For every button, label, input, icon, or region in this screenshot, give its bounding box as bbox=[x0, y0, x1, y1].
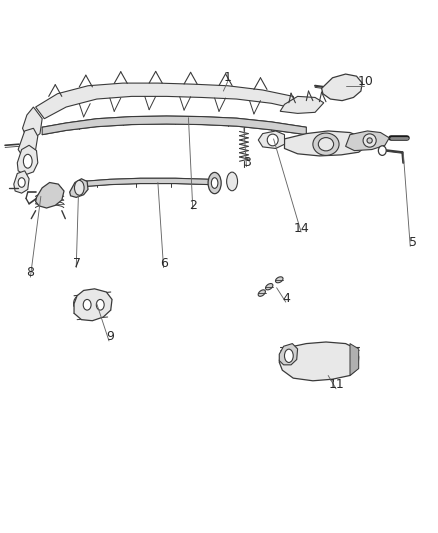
Polygon shape bbox=[35, 83, 297, 119]
Polygon shape bbox=[81, 178, 210, 187]
Ellipse shape bbox=[313, 133, 339, 156]
Ellipse shape bbox=[258, 290, 265, 296]
Polygon shape bbox=[17, 146, 38, 175]
Polygon shape bbox=[18, 128, 38, 156]
Text: 6: 6 bbox=[160, 257, 168, 270]
Ellipse shape bbox=[96, 300, 104, 310]
Ellipse shape bbox=[363, 134, 376, 147]
Ellipse shape bbox=[212, 177, 218, 188]
Polygon shape bbox=[14, 171, 29, 193]
Ellipse shape bbox=[367, 138, 372, 143]
Ellipse shape bbox=[285, 349, 293, 362]
Polygon shape bbox=[70, 179, 88, 197]
Ellipse shape bbox=[208, 172, 221, 193]
Polygon shape bbox=[280, 96, 324, 114]
Ellipse shape bbox=[18, 177, 25, 187]
Polygon shape bbox=[279, 342, 359, 381]
Text: 11: 11 bbox=[329, 378, 345, 391]
Ellipse shape bbox=[378, 146, 386, 156]
Polygon shape bbox=[321, 74, 362, 101]
Text: 7: 7 bbox=[73, 257, 81, 270]
Ellipse shape bbox=[267, 134, 278, 146]
Polygon shape bbox=[74, 289, 112, 321]
Text: 14: 14 bbox=[294, 222, 310, 235]
Ellipse shape bbox=[23, 155, 32, 168]
Ellipse shape bbox=[276, 277, 283, 283]
Ellipse shape bbox=[83, 300, 91, 310]
Polygon shape bbox=[22, 107, 42, 139]
Polygon shape bbox=[350, 344, 359, 375]
Polygon shape bbox=[42, 116, 306, 135]
Polygon shape bbox=[285, 131, 367, 156]
Text: 3: 3 bbox=[244, 156, 251, 169]
Polygon shape bbox=[258, 131, 285, 149]
Text: 2: 2 bbox=[189, 199, 197, 212]
Text: 1: 1 bbox=[224, 71, 232, 84]
Ellipse shape bbox=[226, 172, 237, 191]
Text: 4: 4 bbox=[283, 292, 290, 305]
Polygon shape bbox=[346, 131, 389, 151]
Ellipse shape bbox=[318, 138, 334, 151]
Text: 9: 9 bbox=[106, 330, 114, 343]
Text: 5: 5 bbox=[409, 236, 417, 249]
Polygon shape bbox=[35, 182, 64, 208]
Text: 10: 10 bbox=[357, 75, 373, 88]
Ellipse shape bbox=[265, 284, 273, 290]
Ellipse shape bbox=[74, 180, 84, 195]
Text: 8: 8 bbox=[26, 266, 35, 279]
Polygon shape bbox=[279, 344, 297, 365]
